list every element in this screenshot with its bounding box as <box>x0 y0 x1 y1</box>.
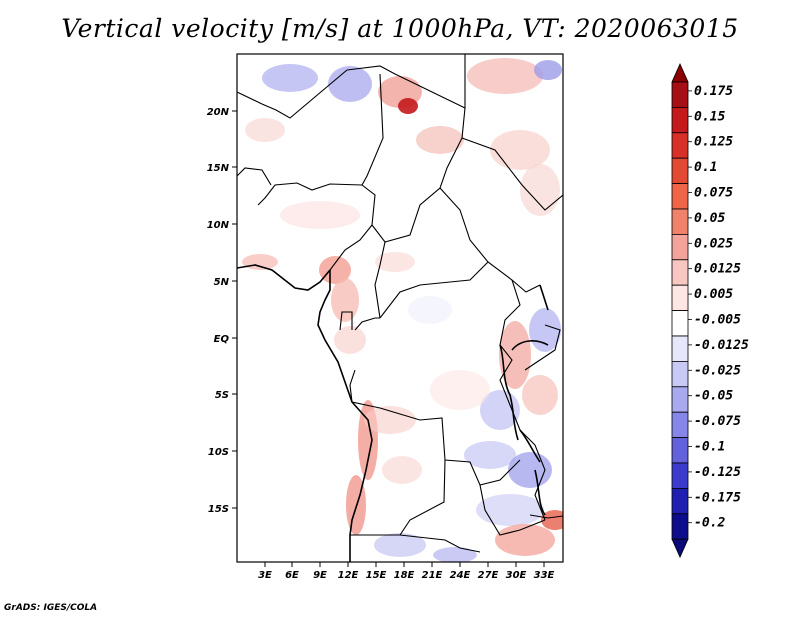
lat-label: 15N <box>207 163 230 174</box>
colorbar-label: 0.005 <box>694 287 733 302</box>
colorbar-label: -0.125 <box>694 465 741 480</box>
colorbar-segment <box>671 233 689 261</box>
colorbar-label: -0.005 <box>694 312 741 327</box>
lat-label: 20N <box>207 107 230 118</box>
longitude-labels: 3E 6E 9E 12E 15E 18E 21E 24E 27E 30E 33E <box>258 570 554 581</box>
colorbar-label: -0.05 <box>694 389 733 404</box>
lat-label: EQ <box>214 334 230 345</box>
lat-label: 15S <box>208 504 229 515</box>
lat-label: 10S <box>208 447 229 458</box>
lat-label: 5N <box>214 277 230 288</box>
colorbar-top-arrow <box>671 63 689 83</box>
colorbar-segment <box>671 411 689 439</box>
colorbar-segment <box>671 386 689 413</box>
lon-label: 3E <box>258 570 272 581</box>
colorbar-segment <box>671 107 689 134</box>
colorbar-segment <box>671 259 689 286</box>
footer-credit: GrADS: IGES/COLA <box>4 603 98 613</box>
colorbar-segment <box>671 462 689 489</box>
colorbar-label: -0.175 <box>694 490 741 505</box>
lon-label: 6E <box>285 570 299 581</box>
coastlines <box>237 264 549 562</box>
lat-label: 10N <box>207 220 230 231</box>
lon-label: 9E <box>313 570 327 581</box>
colorbar-label: 0.025 <box>694 236 733 251</box>
country-boundaries <box>237 54 563 553</box>
colorbar-segment <box>671 132 689 159</box>
colorbar-segment <box>671 360 689 388</box>
lon-label: 21E <box>422 570 443 581</box>
lon-label: 18E <box>394 570 415 581</box>
lon-label: 15E <box>366 570 387 581</box>
colorbar-label: 0.0125 <box>694 262 741 277</box>
latitude-labels: 20N 15N 10N 5N EQ 5S 10S 15S <box>207 107 230 515</box>
colorbar-label: 0.075 <box>694 185 733 200</box>
colorbar-label: 0.175 <box>694 84 733 99</box>
colorbar-segment <box>671 183 689 210</box>
colorbar-segment <box>671 157 689 184</box>
colorbar-segment <box>671 437 689 464</box>
colorbar-label: -0.0125 <box>694 338 749 353</box>
colorbar-segment <box>671 335 689 362</box>
colorbar-segment <box>671 208 689 235</box>
colorbar-segment <box>671 310 689 337</box>
map-frame <box>236 53 564 563</box>
colorbar-segment <box>671 284 689 312</box>
map-title: Vertical velocity [m/s] at 1000hPa, VT: … <box>61 14 739 43</box>
colorbar-label: -0.025 <box>694 363 741 378</box>
colorbar-label: 0.125 <box>694 135 733 150</box>
colorbar-label: 0.1 <box>694 160 717 175</box>
colorbar-label: 0.15 <box>694 109 725 124</box>
lon-label: 24E <box>450 570 471 581</box>
colorbar-label: -0.2 <box>694 516 725 531</box>
colorbar-segment <box>671 487 689 515</box>
colorbar-label: -0.1 <box>694 439 725 454</box>
colorbar-segment <box>671 81 689 108</box>
velocity-field <box>237 54 563 562</box>
lon-label: 27E <box>478 570 499 581</box>
colorbar-label: 0.05 <box>694 211 725 226</box>
lon-label: 12E <box>338 570 359 581</box>
lon-label: 33E <box>534 570 555 581</box>
colorbar-label: -0.075 <box>694 414 741 429</box>
axis-ticks <box>232 110 545 567</box>
lat-label: 5S <box>215 390 229 401</box>
colorbar-bottom-arrow <box>671 538 689 559</box>
colorbar-segment <box>671 513 689 540</box>
colorbar: 0.175 0.15 0.125 0.1 0.075 0.05 0.025 0.0125 0.0… <box>671 63 749 559</box>
lon-label: 30E <box>506 570 527 581</box>
